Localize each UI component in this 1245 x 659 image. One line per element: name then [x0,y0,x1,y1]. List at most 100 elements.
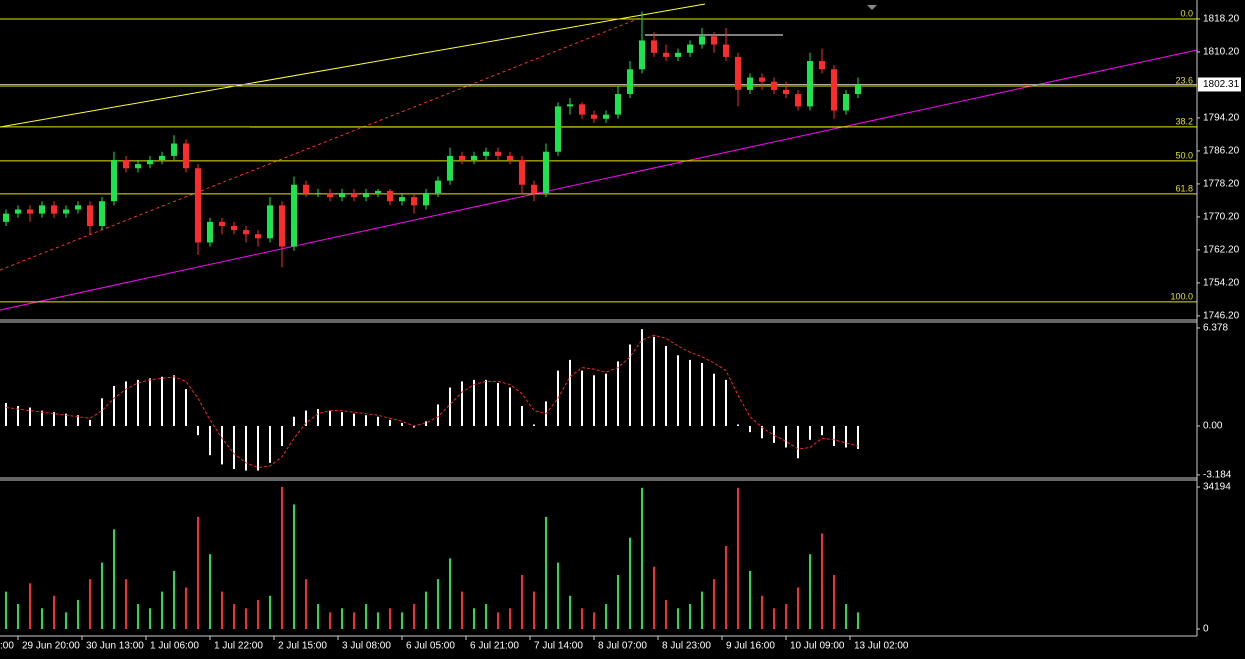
macd-bar [125,381,127,426]
candle-body [171,143,177,156]
macd-bar [653,336,655,426]
candle-body [399,197,405,202]
x-tick-label: 1 Jul 06:00 [150,641,199,652]
candle-body [123,160,129,169]
macd-bar [5,402,7,426]
macd-bar [29,407,31,426]
volume-bar [305,579,307,629]
macd-bar [221,425,223,465]
y-tick-label: 1818.20 [1203,14,1240,25]
candle-body [651,40,657,53]
volume-bar [293,504,295,629]
macd-bar [497,382,499,426]
macd-bar [797,425,799,459]
volume-bar [749,570,751,629]
volume-bar [41,608,43,629]
candle-body [87,205,93,226]
volume-bar [17,604,19,629]
candle-body [279,205,285,247]
macd-bar [65,413,67,426]
macd-bar [149,378,151,426]
macd-bar [53,412,55,426]
volume-bar [497,612,499,629]
candle-body [15,209,21,214]
candle-body [363,192,369,198]
volume-bar [389,608,391,629]
x-tick-label: 7 Jul 14:00 [534,641,583,652]
candle-body [819,61,825,70]
volume-bar [677,608,679,629]
fib-level-label: 50.0 [1175,150,1193,160]
macd-bar [857,425,859,450]
volume-bar [149,608,151,629]
volume-bar [257,599,259,629]
macd-bar [581,370,583,426]
volume-bar [425,591,427,629]
candle-body [687,44,693,53]
volume-bar [713,579,715,629]
candle-body [459,155,465,160]
fib-level-label: 0.0 [1180,8,1193,18]
candle-body [855,84,861,95]
volume-bar [641,487,643,629]
y-tick-label: 0.00 [1203,421,1223,432]
macd-signal-line [5,334,859,468]
macd-bar [173,375,175,426]
candle-body [735,56,741,90]
candle-body [699,36,705,45]
macd-bar [449,387,451,426]
candle-body [711,36,717,45]
candle-body [111,160,117,202]
macd-bar [809,425,811,440]
volume-bar [437,579,439,629]
fib-level-label: 61.8 [1175,183,1193,193]
volume-bar [185,587,187,629]
y-tick-label: -3.184 [1203,470,1232,481]
candle-body [255,234,261,239]
volume-bar [125,579,127,629]
macd-bar [761,425,763,439]
macd-bar [629,344,631,426]
candle-body [603,114,609,119]
candle-body [627,69,633,95]
macd-bar [185,389,187,426]
candle-body [675,52,681,57]
candle-body [231,225,237,231]
x-tick-label: 6 Jul 05:00 [406,641,455,652]
candle-body [783,89,789,95]
macd-bar [521,405,523,426]
macd-bar [17,405,19,426]
macd-bar [533,424,535,426]
macd-bar [473,379,475,426]
candle-body [243,230,249,235]
volume-bar [629,537,631,629]
candle-body [807,61,813,107]
candle-body [219,221,225,226]
candle-body [639,40,645,70]
macd-bar [269,425,271,463]
volume-bar [533,591,535,629]
macd-bar [365,415,367,426]
macd-bar [113,386,115,426]
candle-body [771,81,777,90]
y-tick-label: 0 [1203,624,1209,635]
macd-bar [413,425,415,428]
macd-bar [713,373,715,426]
candle-body [519,160,525,185]
macd-bar [833,425,835,446]
fib-level-label: 100.0 [1170,291,1193,301]
candle-body [351,192,357,198]
macd-bar [329,410,331,426]
macd-bar [701,362,703,426]
candle-body [591,114,597,119]
volume-bar [449,558,451,629]
shift-marker [867,5,877,10]
volume-bar [269,595,271,629]
volume-bar [785,604,787,629]
macd-bar [137,379,139,426]
volume-bar [209,554,211,629]
macd-bar [161,376,163,426]
volume-bar [665,599,667,629]
volume-bar [53,595,55,629]
